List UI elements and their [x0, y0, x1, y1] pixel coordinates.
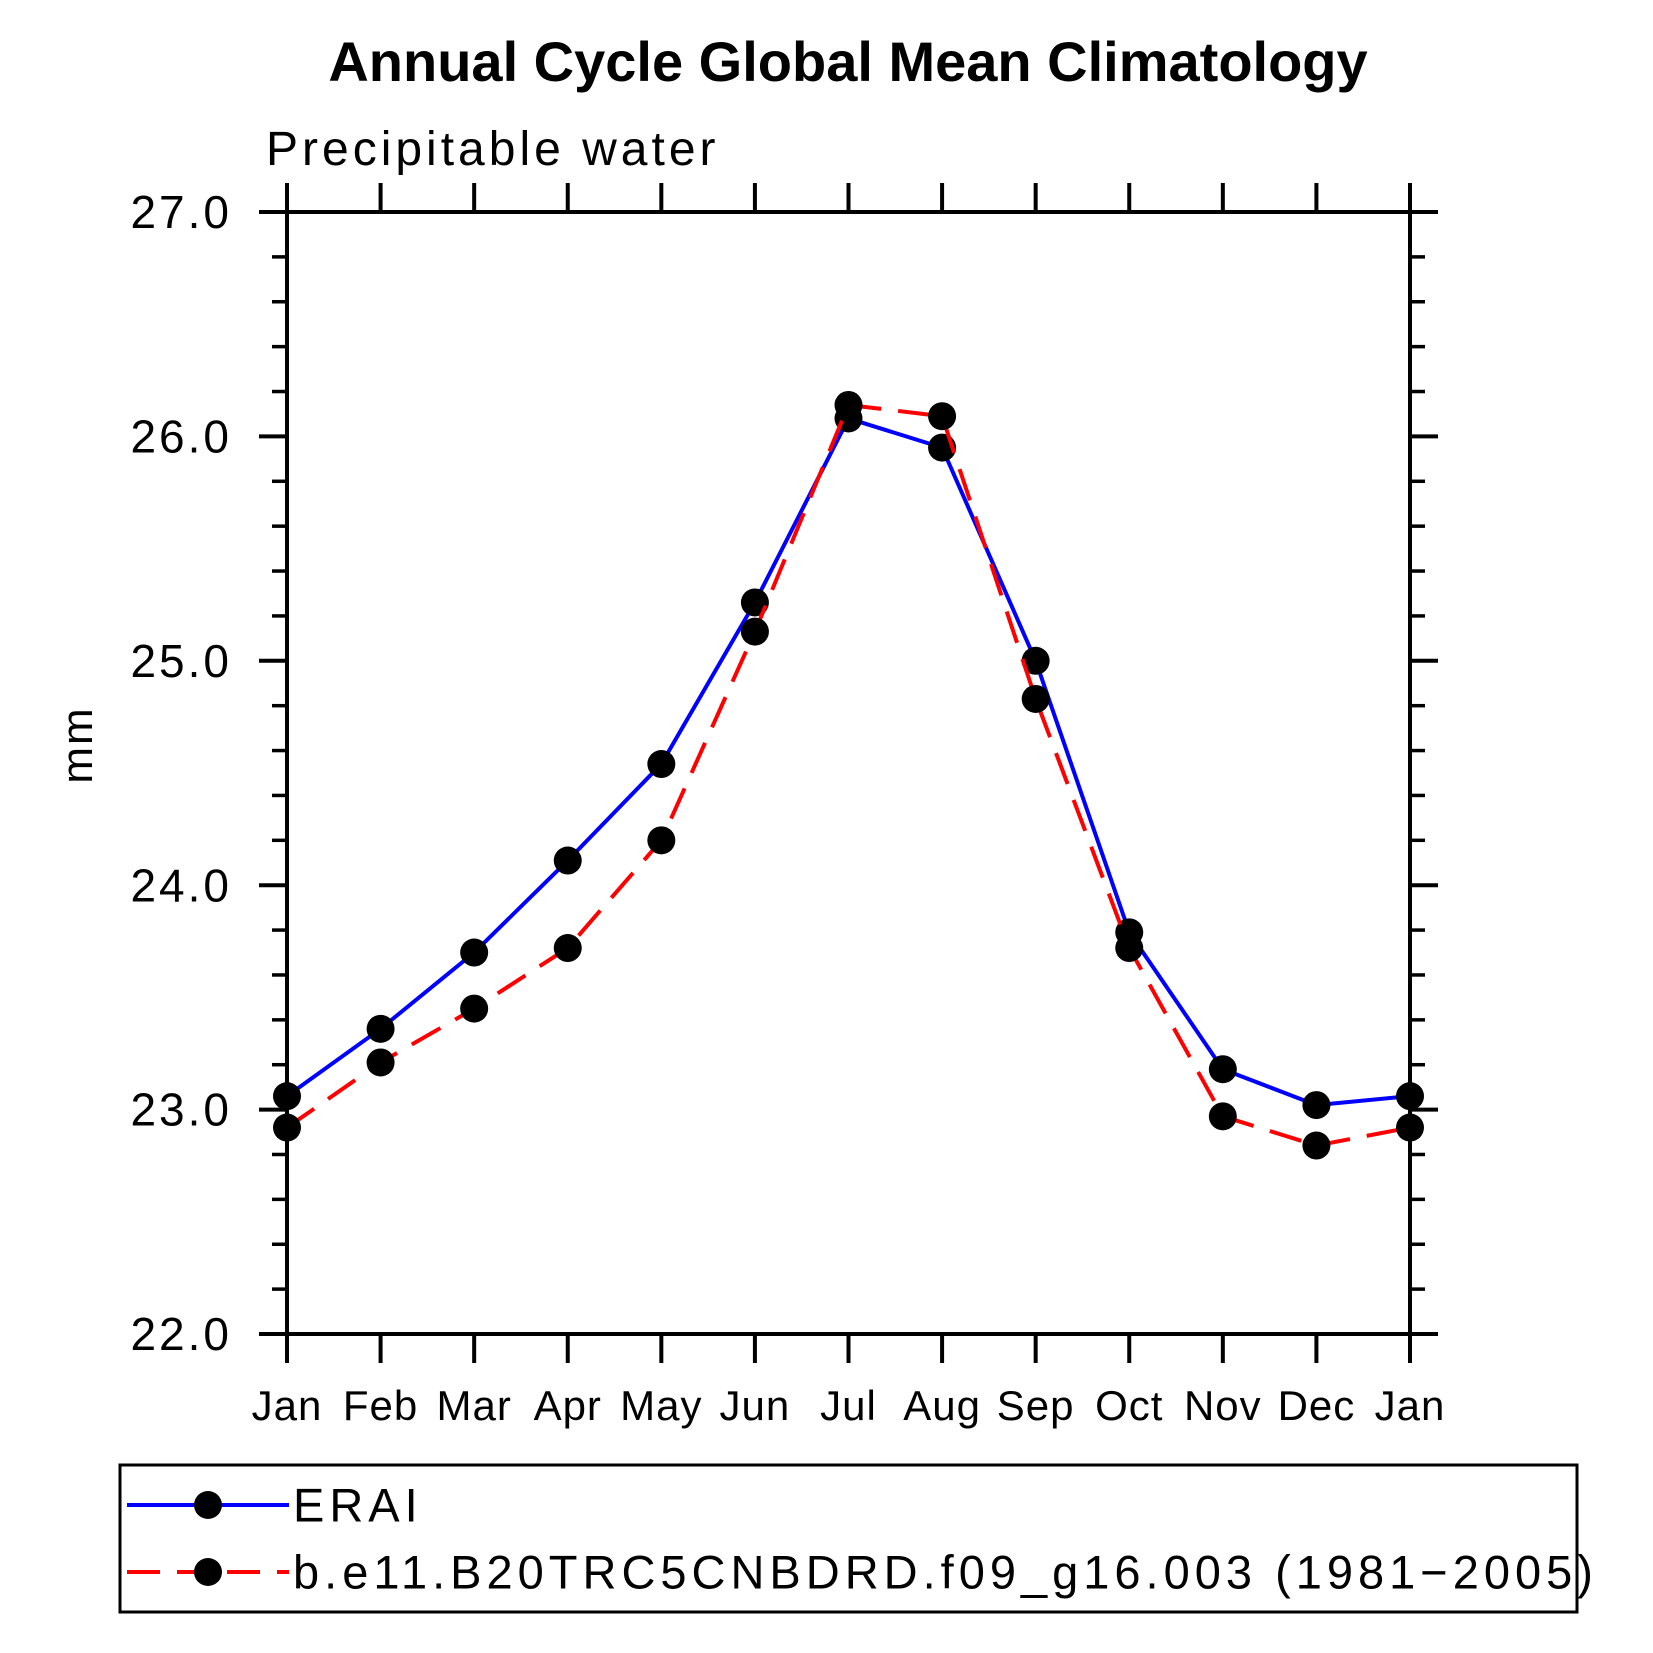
series-marker-0 — [273, 1082, 301, 1111]
axes-group: 27.0 26.0 25.0 24.0 23.0 22.0 Jan Feb Mar Apr May J… — [130, 183, 1446, 1429]
x-tick-label: Jan — [1375, 1382, 1446, 1429]
series-marker-1 — [460, 994, 489, 1023]
series-marker-1 — [1115, 934, 1144, 963]
x-tick-label: Feb — [343, 1382, 418, 1429]
legend-group: ERAI b.e11.B20TRC5CNBDRD.f09_g16.003 (198… — [118, 1463, 1598, 1614]
series-marker-1 — [740, 617, 769, 646]
chart-title: Annual Cycle Global Mean Climatology — [328, 30, 1367, 93]
x-tick-label: Jul — [820, 1382, 877, 1429]
series-marker-0 — [460, 938, 489, 967]
series-marker-0 — [1208, 1055, 1237, 1084]
x-tick-label: Jun — [720, 1382, 791, 1429]
y-axis-title: mm — [53, 706, 102, 783]
series-line-1 — [285, 402, 1411, 1148]
series-group — [273, 390, 1424, 1160]
series-marker-1 — [366, 1048, 395, 1077]
legend-label-0: ERAI — [293, 1478, 423, 1531]
legend-sample-marker-1 — [194, 1558, 222, 1586]
series-marker-0 — [1396, 1082, 1424, 1111]
series-marker-1 — [1021, 684, 1050, 713]
y-tick-label: 26.0 — [130, 411, 232, 463]
x-tick-label: Apr — [534, 1382, 602, 1429]
legend-box — [118, 1463, 1579, 1614]
series-marker-1 — [1302, 1131, 1331, 1160]
chart-subtitle: Precipitable water — [266, 123, 720, 176]
y-tick-label: 25.0 — [130, 635, 232, 687]
x-tick-label: Nov — [1184, 1382, 1262, 1429]
x-tick-label: Jan — [252, 1382, 323, 1429]
series-marker-1 — [928, 402, 957, 431]
y-tick-label: 27.0 — [130, 186, 232, 238]
series-marker-1 — [1396, 1113, 1424, 1142]
x-tick-label: Oct — [1095, 1382, 1163, 1429]
y-tick-label: 22.0 — [130, 1308, 232, 1360]
series-marker-1 — [273, 1113, 301, 1142]
series-marker-1 — [553, 934, 582, 963]
series-marker-0 — [366, 1014, 395, 1043]
x-tick-label: Mar — [436, 1382, 511, 1429]
series-marker-1 — [1208, 1102, 1237, 1131]
legend-sample-marker-0 — [194, 1491, 222, 1519]
y-tick-label: 24.0 — [130, 859, 232, 911]
series-marker-1 — [834, 390, 863, 419]
y-tick-label: 23.0 — [130, 1084, 232, 1136]
x-tick-label: May — [620, 1382, 702, 1429]
series-marker-1 — [647, 826, 676, 855]
x-tick-label: Sep — [997, 1382, 1075, 1429]
series-marker-0 — [647, 750, 676, 779]
plot-frame — [285, 210, 1412, 1336]
series-line-0 — [285, 416, 1411, 1108]
series-marker-0 — [1302, 1091, 1331, 1120]
series-marker-0 — [553, 846, 582, 875]
x-tick-label: Aug — [903, 1382, 981, 1429]
x-tick-label: Dec — [1278, 1382, 1356, 1429]
series-marker-0 — [1021, 646, 1050, 675]
legend-label-1: b.e11.B20TRC5CNBDRD.f09_g16.003 (1981−20… — [293, 1545, 1598, 1598]
